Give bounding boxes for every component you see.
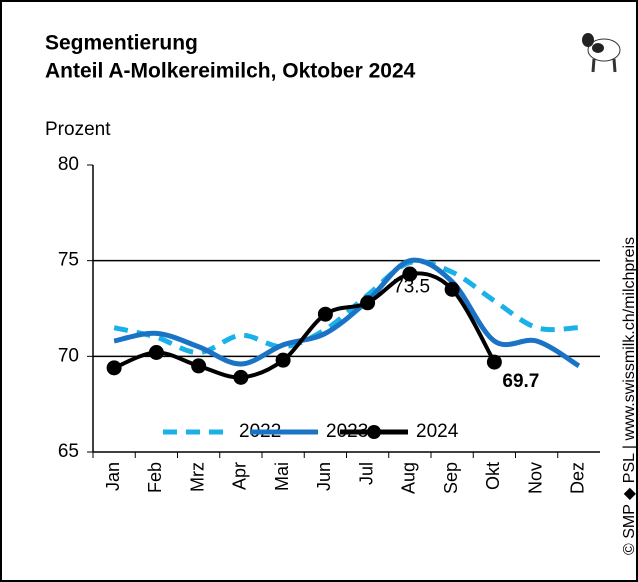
data-label: 69.7 [502, 371, 539, 392]
y-axis-label: Prozent [45, 119, 111, 140]
x-tick-label: Jun [314, 462, 334, 491]
point [106, 360, 122, 376]
point [191, 358, 207, 374]
x-tick-label: Mai [272, 462, 292, 491]
x-tick-label: Mrz [187, 462, 207, 492]
x-tick-label: Feb [145, 462, 165, 493]
point [275, 352, 291, 368]
y-tick-label: 80 [58, 154, 79, 175]
y-tick-label: 75 [58, 250, 79, 271]
x-tick-label: Apr [230, 462, 250, 490]
series-line [113, 257, 581, 369]
point [444, 281, 460, 297]
x-tick-label: Jul [356, 462, 376, 485]
legend-label: 2024 [416, 421, 459, 442]
point [402, 266, 418, 282]
x-tick-label: Jan [103, 462, 123, 491]
x-tick-label: Aug [399, 462, 419, 494]
y-tick-label: 70 [58, 345, 79, 366]
source: © SMP ◆ PSL | www.swissmilk.ch/milchprei… [621, 237, 638, 555]
x-tick-label: Nov [525, 462, 545, 494]
legend-marker [367, 425, 381, 439]
x-tick-label: Okt [483, 462, 503, 490]
point [233, 369, 249, 385]
chart-subtitle: Anteil A-Molkereimilch, Oktober 2024 [45, 60, 416, 83]
x-tick-label: Dez [568, 462, 588, 494]
y-tick-label: 65 [58, 441, 79, 462]
point [486, 354, 502, 370]
chart-title: Segmentierung [45, 32, 198, 55]
series-line [113, 271, 497, 380]
data-label: 73.5 [393, 276, 430, 297]
point [148, 345, 164, 361]
cow-icon [582, 33, 621, 73]
point [317, 306, 333, 322]
point [360, 295, 376, 311]
x-tick-label: Sep [441, 462, 461, 494]
